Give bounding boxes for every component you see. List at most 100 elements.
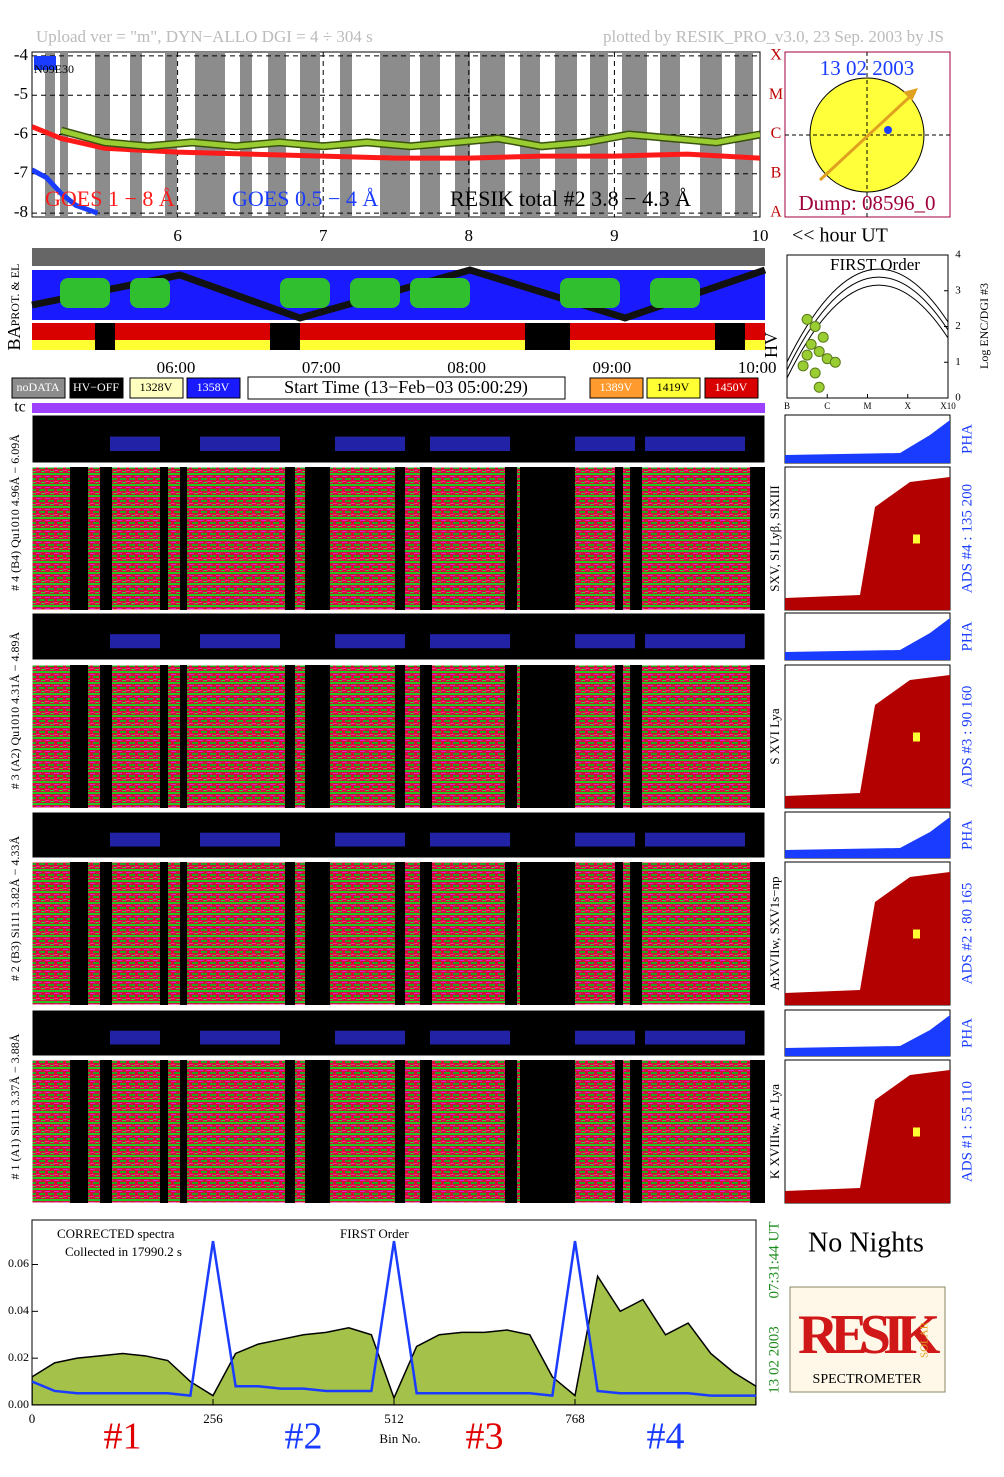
data-gap [285,665,295,808]
data-gap [70,1060,78,1203]
start-time: Start Time (13−Feb−03 05:00:29) [284,377,528,398]
section-label: #3 [466,1416,504,1458]
pha-signal [575,436,635,451]
scatter-point [813,346,825,358]
logo-word: RESIK [798,1304,941,1366]
ba-gap [95,323,115,350]
data-gap [615,1060,623,1203]
pha-signal [575,634,635,649]
data-gap [160,862,168,1005]
y2-tick-label: C [771,125,782,142]
pha-signal [645,832,745,847]
data-gap [750,467,765,610]
data-gap [520,1060,575,1203]
ads-window [913,929,920,939]
spectrum-line [32,1240,756,1397]
map-land [130,278,170,308]
time-label: 07:00 [302,358,341,377]
data-gap [100,862,112,1005]
legend-swatch [186,377,241,399]
logo-spectrometer: SPECTROMETER [813,1372,923,1387]
map-land [650,278,700,308]
pha-signal [645,1030,745,1045]
hv-strip [32,340,765,350]
scatter-point [797,360,809,372]
data-gap [630,862,642,1005]
data-gap [305,467,330,610]
data-gap [78,1060,88,1203]
pha-signal [110,436,160,451]
hv-label: HV [761,332,781,358]
data-gap [420,467,432,610]
y-tick-label: 0 [955,392,961,404]
y-tick-label: -7 [14,163,29,182]
data-gap [305,1060,330,1203]
data-gap [420,862,432,1005]
pha-signal [335,436,405,451]
data-gap [615,665,623,808]
legend-label: 1328V [140,380,173,394]
scatter-point [829,356,841,368]
night-band [300,52,320,217]
data-gap [630,1060,642,1203]
elevation-strip [32,248,765,266]
data-gap [750,862,765,1005]
sun-date: 13 02 2003 [820,56,915,80]
ba-label: BA [4,325,24,350]
y-axis-label: Log ENC/DGI #3 [977,283,991,369]
tc-bar [32,403,765,413]
data-gap [305,665,330,808]
data-gap [160,1060,168,1203]
map-land [280,278,330,308]
ads-histogram [785,1070,950,1203]
data-gap [285,467,295,610]
ads-label: ADS #3 : 90 160 [959,686,975,788]
data-gap [70,467,78,610]
x-tick-label: M [863,401,871,411]
pha-signal [200,436,280,451]
data-gap [630,467,642,610]
legend-label: HV−OFF [73,380,119,394]
y-tick-label: 0.00 [8,1397,29,1411]
legend-swatch [11,377,66,399]
x-tick-label: 6 [173,226,182,245]
data-gap [520,467,575,610]
chart-title: FIRST Order [830,255,920,274]
x-tick-label: X10 [940,401,956,411]
time-label: 09:00 [593,358,632,377]
legend-entry: GOES 0.5 − 4 Å [232,186,378,211]
map-land [560,278,620,308]
ads-label: ADS #1 : 55 110 [959,1081,975,1182]
legend-label: noDATA [16,380,59,394]
side-label: 13 02 2003 [766,1326,782,1394]
ba-gap [525,323,570,350]
pha-signal [575,1030,635,1045]
legend-swatch [589,377,644,399]
line-ids: ArXVIIw, SXV1s−np [767,876,782,990]
scatter-point [809,367,821,379]
data-gap [180,467,187,610]
data-gap [100,1060,112,1203]
y-tick-label: 0.04 [8,1303,29,1317]
flare-position [884,126,892,134]
x-tick-label: 768 [565,1411,585,1426]
legend-entry: RESIK total #2 3.8 − 4.3 Å [450,186,691,211]
y-tick-label: -5 [14,84,28,103]
logo-box [789,1286,946,1393]
time-label: 10:00 [738,358,777,377]
annotation-marker [34,56,56,70]
data-gap [180,862,187,1005]
pha-signal [645,436,745,451]
header-right: plotted by RESIK_PRO_v3.0, 23 Sep. 2003 … [603,27,944,46]
data-gap [505,1060,517,1203]
x-tick-label: 7 [319,226,328,245]
section-label: #2 [285,1416,323,1458]
model-curve [786,276,949,371]
pha-signal [335,832,405,847]
series-line [32,124,760,161]
scatter-point [817,331,829,343]
x-tick-label: B [784,401,790,411]
data-gap [305,862,330,1005]
data-gap [78,665,88,808]
y2-tick-label: X [770,47,782,64]
